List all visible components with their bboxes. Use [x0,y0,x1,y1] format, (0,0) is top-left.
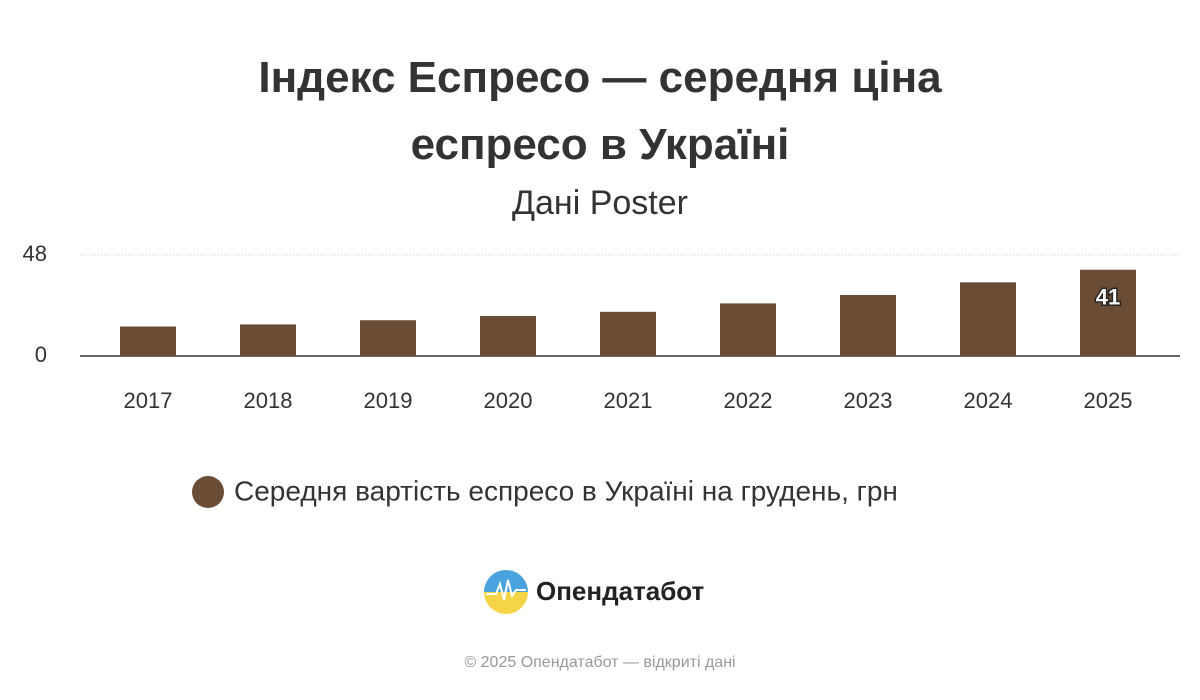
x-tick-label: 2021 [604,388,653,413]
bar [960,282,1016,356]
bar [600,311,656,356]
bar [120,326,176,356]
chart-title: Індекс Еспресо — середня ціна еспресо в … [258,53,942,169]
x-tick-label: 2023 [844,388,893,413]
bar [360,320,416,356]
bar [840,294,896,356]
bar [240,324,296,356]
x-tick-label: 2022 [724,388,773,413]
legend-marker [192,476,224,508]
bar [720,303,776,356]
x-tick-label: 2017 [124,388,173,413]
x-tick-label: 2024 [964,388,1013,413]
x-tick-label: 2020 [484,388,533,413]
logo-pulse [486,579,526,601]
legend-label: Середня вартість еспресо в Україні на гр… [234,475,898,506]
x-tick-label: 2025 [1084,388,1133,413]
x-tick-label: 2018 [244,388,293,413]
y-tick-label: 0 [35,342,47,367]
footer: © 2025 Опендатабот — відкриті дані [464,654,735,671]
brand-name: Опендатабот [536,576,705,606]
bar [480,316,536,356]
bar [1080,269,1136,356]
chart-subtitle: Дані Poster [512,184,688,222]
y-tick-label: 48 [23,241,47,266]
data-label: 41 [1096,285,1120,310]
x-tick-label: 2019 [364,388,413,413]
